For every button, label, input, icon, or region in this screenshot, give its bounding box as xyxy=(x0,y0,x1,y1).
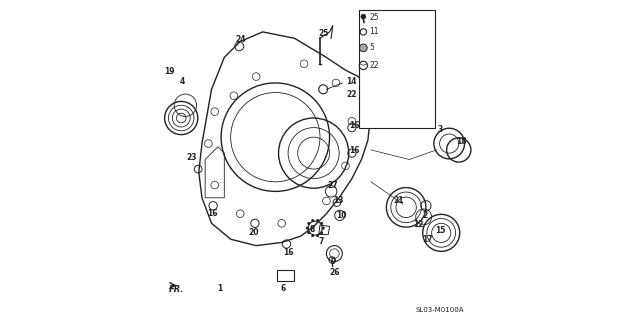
Circle shape xyxy=(312,234,314,237)
Text: 26: 26 xyxy=(329,268,340,277)
Text: 1: 1 xyxy=(217,284,222,293)
Text: 16: 16 xyxy=(207,209,218,218)
Circle shape xyxy=(321,232,323,234)
Text: 27: 27 xyxy=(328,181,338,190)
Text: 2: 2 xyxy=(422,211,428,220)
Text: 11: 11 xyxy=(369,27,379,36)
Circle shape xyxy=(316,219,319,222)
Circle shape xyxy=(307,232,310,234)
Text: 3: 3 xyxy=(437,125,443,134)
Text: 18: 18 xyxy=(456,137,467,146)
Text: 5: 5 xyxy=(369,43,374,52)
Text: 17: 17 xyxy=(422,235,433,244)
Bar xyxy=(277,270,294,281)
Text: 9: 9 xyxy=(330,257,335,266)
Text: 7: 7 xyxy=(319,237,324,246)
Text: 22: 22 xyxy=(369,61,379,70)
Text: 16: 16 xyxy=(349,146,360,155)
Circle shape xyxy=(312,219,314,222)
Text: 10: 10 xyxy=(337,211,347,220)
Text: 23: 23 xyxy=(186,153,197,162)
Text: 21: 21 xyxy=(394,197,404,205)
Circle shape xyxy=(361,14,366,19)
Circle shape xyxy=(360,44,367,52)
Circle shape xyxy=(306,227,308,229)
Circle shape xyxy=(322,227,324,229)
Text: 25: 25 xyxy=(319,29,329,38)
Text: 15: 15 xyxy=(435,226,446,235)
Bar xyxy=(359,10,435,128)
Text: FR.: FR. xyxy=(168,285,184,294)
Text: 19: 19 xyxy=(164,67,175,76)
Text: 13: 13 xyxy=(333,196,344,204)
Circle shape xyxy=(316,234,319,237)
Text: 25: 25 xyxy=(369,13,379,22)
Text: 16: 16 xyxy=(349,121,360,130)
Text: 12: 12 xyxy=(413,220,424,229)
Text: 6: 6 xyxy=(281,284,286,293)
Text: SL03-M0100A: SL03-M0100A xyxy=(415,307,463,313)
Text: 14: 14 xyxy=(347,77,357,86)
Circle shape xyxy=(321,222,323,225)
Text: 22: 22 xyxy=(346,90,356,99)
Text: 24: 24 xyxy=(235,35,246,44)
Text: 16: 16 xyxy=(283,248,293,256)
Text: 8: 8 xyxy=(310,225,316,234)
Text: 4: 4 xyxy=(180,77,185,86)
Circle shape xyxy=(307,222,310,225)
Text: 20: 20 xyxy=(248,228,259,237)
